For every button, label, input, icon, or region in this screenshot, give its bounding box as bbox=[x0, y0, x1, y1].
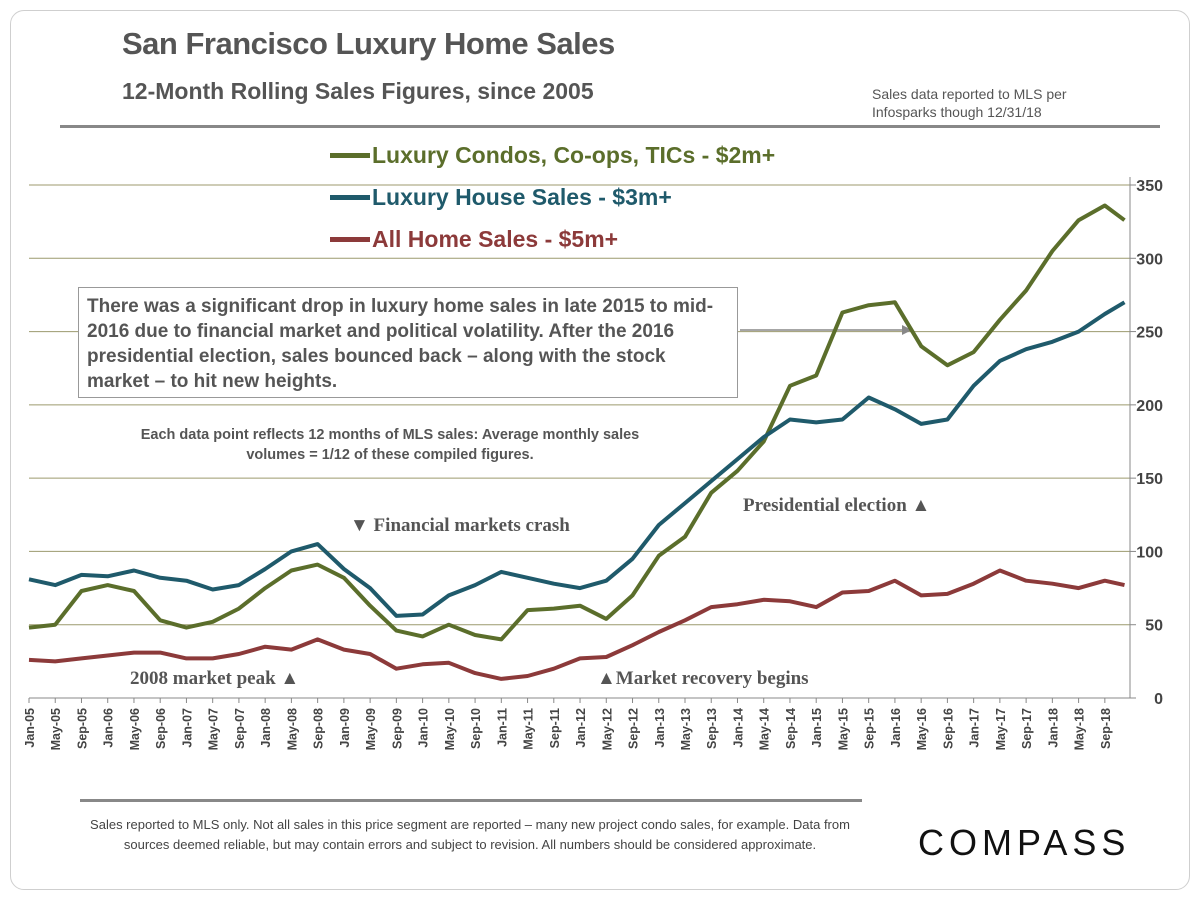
x-tick-label: Jan-07 bbox=[180, 708, 194, 748]
y-tick-label: 300 bbox=[1136, 251, 1163, 268]
source-line-1: Sales data reported to MLS per bbox=[872, 86, 1067, 102]
legend-swatch bbox=[330, 153, 370, 158]
x-tick-label: Jan-16 bbox=[889, 708, 903, 748]
x-tick-label: Sep-08 bbox=[312, 708, 326, 749]
chart-title: San Francisco Luxury Home Sales bbox=[122, 26, 615, 61]
x-tick-label: Sep-11 bbox=[548, 708, 562, 748]
legend-swatch bbox=[330, 195, 370, 200]
series-line-0 bbox=[28, 203, 1126, 642]
x-tick-label: May-10 bbox=[443, 708, 457, 750]
series-line-2 bbox=[28, 568, 1125, 681]
x-tick-label: Jan-09 bbox=[338, 708, 352, 748]
x-tick-label: Sep-10 bbox=[469, 708, 483, 749]
x-tick-label: May-07 bbox=[207, 708, 221, 750]
legend-item-houses: Luxury House Sales - $3m+ bbox=[330, 184, 672, 211]
x-tick-label: Jan-10 bbox=[417, 708, 431, 748]
x-tick-label: Sep-07 bbox=[233, 708, 247, 749]
source-note: Sales data reported to MLS per Infospark… bbox=[872, 85, 1112, 121]
x-tick-label: May-14 bbox=[758, 708, 772, 750]
x-tick-label: Jan-11 bbox=[495, 708, 509, 747]
y-tick-label: 100 bbox=[1136, 544, 1163, 561]
x-tick-label: Sep-13 bbox=[705, 708, 719, 749]
x-tick-label: May-13 bbox=[679, 708, 693, 750]
annotation-arrowhead bbox=[902, 325, 912, 335]
x-tick-label: May-06 bbox=[128, 708, 142, 750]
slide-frame bbox=[10, 10, 1190, 890]
source-line-2: Infosparks though 12/31/18 bbox=[872, 104, 1042, 120]
x-tick-label: May-17 bbox=[994, 708, 1008, 750]
x-tick-label: May-16 bbox=[915, 708, 929, 750]
x-tick-label: Jan-05 bbox=[23, 708, 37, 748]
chart-subtitle: 12-Month Rolling Sales Figures, since 20… bbox=[122, 78, 594, 104]
legend-swatch bbox=[330, 237, 370, 242]
data-point-note: Each data point reflects 12 months of ML… bbox=[140, 427, 640, 463]
x-tick-label: May-12 bbox=[600, 708, 614, 750]
legend-label: Luxury House Sales - $3m+ bbox=[372, 184, 672, 210]
legend-label: Luxury Condos, Co-ops, TICs - $2m+ bbox=[372, 142, 776, 168]
y-tick-label: 0 bbox=[1154, 691, 1163, 708]
x-tick-label: Sep-15 bbox=[863, 708, 877, 749]
x-tick-label: Jan-13 bbox=[653, 708, 667, 748]
footer-disclaimer: Sales reported to MLS only. Not all sale… bbox=[90, 817, 850, 852]
x-tick-label: May-11 bbox=[522, 708, 536, 750]
legend-item-all-5m: All Home Sales - $5m+ bbox=[330, 226, 618, 253]
y-tick-label: 150 bbox=[1136, 471, 1163, 488]
x-tick-label: May-18 bbox=[1073, 708, 1087, 750]
x-tick-label: Sep-18 bbox=[1099, 708, 1113, 749]
x-tick-label: Jan-15 bbox=[810, 708, 824, 748]
x-tick-label: Jan-12 bbox=[574, 708, 588, 748]
compass-logo: COMPASS bbox=[918, 822, 1131, 863]
series-line-1 bbox=[28, 300, 1126, 618]
x-tick-label: Jan-06 bbox=[102, 708, 116, 748]
x-tick-label: Jan-18 bbox=[1046, 708, 1060, 748]
x-tick-label: Sep-05 bbox=[75, 708, 89, 749]
footer-divider bbox=[80, 799, 862, 802]
annotation-recovery: ▲Market recovery begins bbox=[597, 668, 809, 689]
x-tick-label: Jan-14 bbox=[731, 708, 745, 748]
y-tick-label: 250 bbox=[1136, 325, 1163, 342]
annotation-crash: ▼ Financial markets crash bbox=[350, 515, 570, 536]
x-tick-label: Sep-17 bbox=[1020, 708, 1034, 749]
y-tick-label: 350 bbox=[1136, 178, 1163, 195]
x-tick-label: May-15 bbox=[836, 708, 850, 750]
annotation-box: There was a significant drop in luxury h… bbox=[78, 287, 738, 398]
x-tick-label: Sep-12 bbox=[627, 708, 641, 749]
y-tick-label: 50 bbox=[1145, 618, 1163, 635]
x-tick-label: Jan-08 bbox=[259, 708, 273, 748]
x-tick-label: May-09 bbox=[364, 708, 378, 750]
header-divider bbox=[60, 125, 1160, 128]
legend-label: All Home Sales - $5m+ bbox=[372, 226, 619, 252]
y-tick-label: 200 bbox=[1136, 398, 1163, 415]
x-tick-label: Jan-17 bbox=[968, 708, 982, 748]
x-tick-label: Sep-14 bbox=[784, 708, 798, 749]
annotation-2008-peak: 2008 market peak ▲ bbox=[130, 668, 300, 689]
x-tick-label: May-05 bbox=[49, 708, 63, 750]
x-tick-label: Sep-06 bbox=[154, 708, 168, 749]
legend-item-condos: Luxury Condos, Co-ops, TICs - $2m+ bbox=[330, 142, 775, 169]
x-tick-label: May-08 bbox=[285, 708, 299, 750]
annotation-election: Presidential election ▲ bbox=[743, 495, 931, 516]
x-tick-label: Sep-16 bbox=[941, 708, 955, 749]
x-tick-label: Sep-09 bbox=[390, 708, 404, 749]
